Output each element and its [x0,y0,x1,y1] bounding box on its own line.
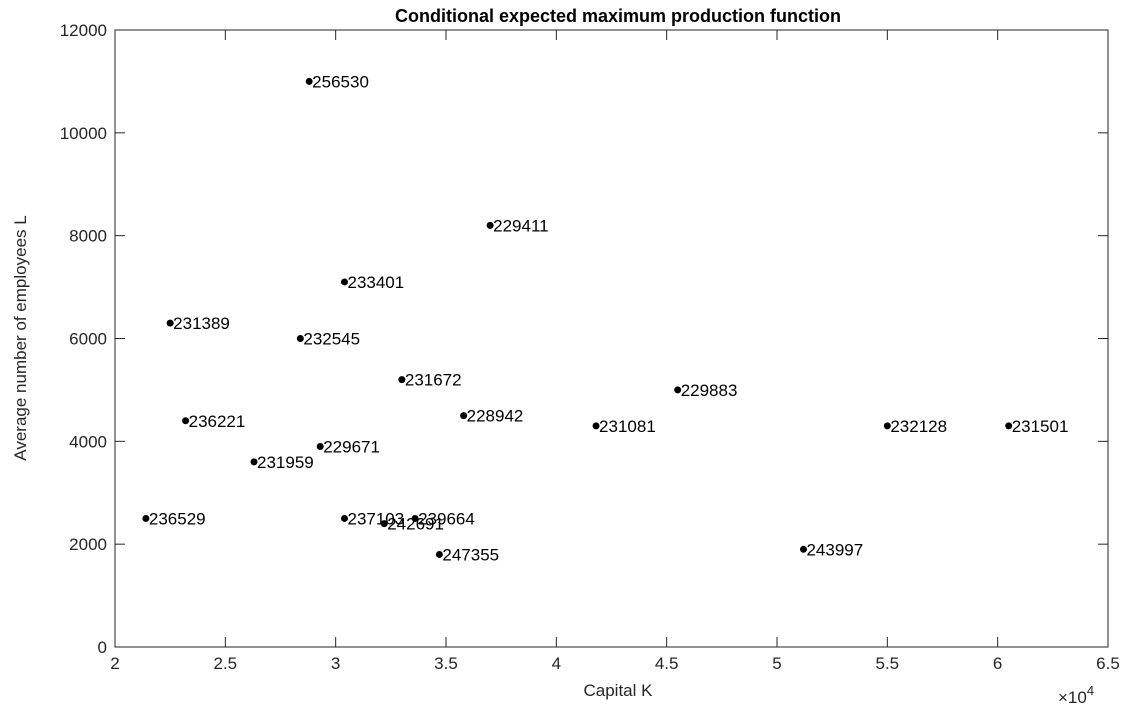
x-tick-label: 2.5 [214,654,238,673]
data-point [250,458,258,466]
data-point-label: 236529 [149,509,206,528]
data-point-label: 229411 [493,216,548,235]
y-axis-ticks: 0 2000 4000 6000 8000 10000 12000 [60,21,1108,657]
data-point [316,442,324,450]
data-point-label: 232128 [890,417,947,436]
data-point-label: 243997 [806,540,863,559]
data-point-label: 229883 [681,381,738,400]
x-axis-ticks: 2 2.5 3 3.5 4 4.5 5 5.5 6 6.5 [110,30,1120,673]
data-point [592,422,600,430]
data-point-label: 247355 [442,545,499,564]
data-point-label: 231501 [1012,417,1069,436]
data-point [674,386,682,394]
x-exponent-power: 4 [1087,683,1094,698]
x-tick-label: 4 [552,654,561,673]
data-point-label: 231959 [257,453,314,472]
x-tick-label: 3 [331,654,340,673]
data-point-label: 228942 [467,407,524,426]
x-exponent-base: ×10 [1058,688,1087,707]
data-point [411,514,419,522]
data-point [398,376,406,384]
data-point-label: 242691 [387,515,444,534]
x-tick-label: 5.5 [876,654,900,673]
y-tick-label: 2000 [69,535,107,554]
data-point [166,319,174,327]
x-tick-label: 5 [772,654,781,673]
data-points: 256530 229411 233401 231389 232545 231672 2298… [142,72,1068,564]
plot-frame [114,29,1109,648]
x-axis-exponent: ×104 [1058,683,1094,707]
data-point-label: 237103 [347,509,404,528]
data-point-label: 229671 [323,437,380,456]
x-tick-label: 6 [993,654,1002,673]
data-point [883,422,891,430]
data-point [486,221,494,229]
plot-axes [114,29,1109,648]
y-axis-label: Average number of employees L [11,215,30,460]
data-point [142,514,150,522]
data-point-label: 239664 [418,509,475,528]
data-point [340,278,348,286]
y-tick-label: 4000 [69,432,107,451]
data-point [340,514,348,522]
data-point-label: 236221 [189,412,246,431]
data-point-label: 231081 [599,417,656,436]
data-point [182,417,190,425]
data-point [435,550,443,558]
data-point [460,412,468,420]
chart-title: Conditional expected maximum production … [395,6,841,26]
y-tick-label: 6000 [69,330,107,349]
data-point [1005,422,1013,430]
data-point-label: 232545 [303,330,360,349]
x-axis-label: Capital K [584,681,654,700]
data-point-label: 231672 [405,371,462,390]
data-point-label: 256530 [312,72,369,91]
x-tick-label: 4.5 [655,654,679,673]
y-tick-label: 0 [98,638,107,657]
data-point [305,77,313,85]
y-tick-label: 12000 [60,21,107,40]
data-point [380,520,388,528]
y-tick-label: 8000 [69,227,107,246]
y-tick-label: 10000 [60,124,107,143]
data-point-label: 231389 [173,314,230,333]
x-tick-label: 6.5 [1096,654,1120,673]
data-point-label: 233401 [347,273,404,292]
data-point [296,335,304,342]
data-point [799,545,807,553]
x-tick-label: 2 [110,654,119,673]
x-tick-label: 3.5 [434,654,458,673]
